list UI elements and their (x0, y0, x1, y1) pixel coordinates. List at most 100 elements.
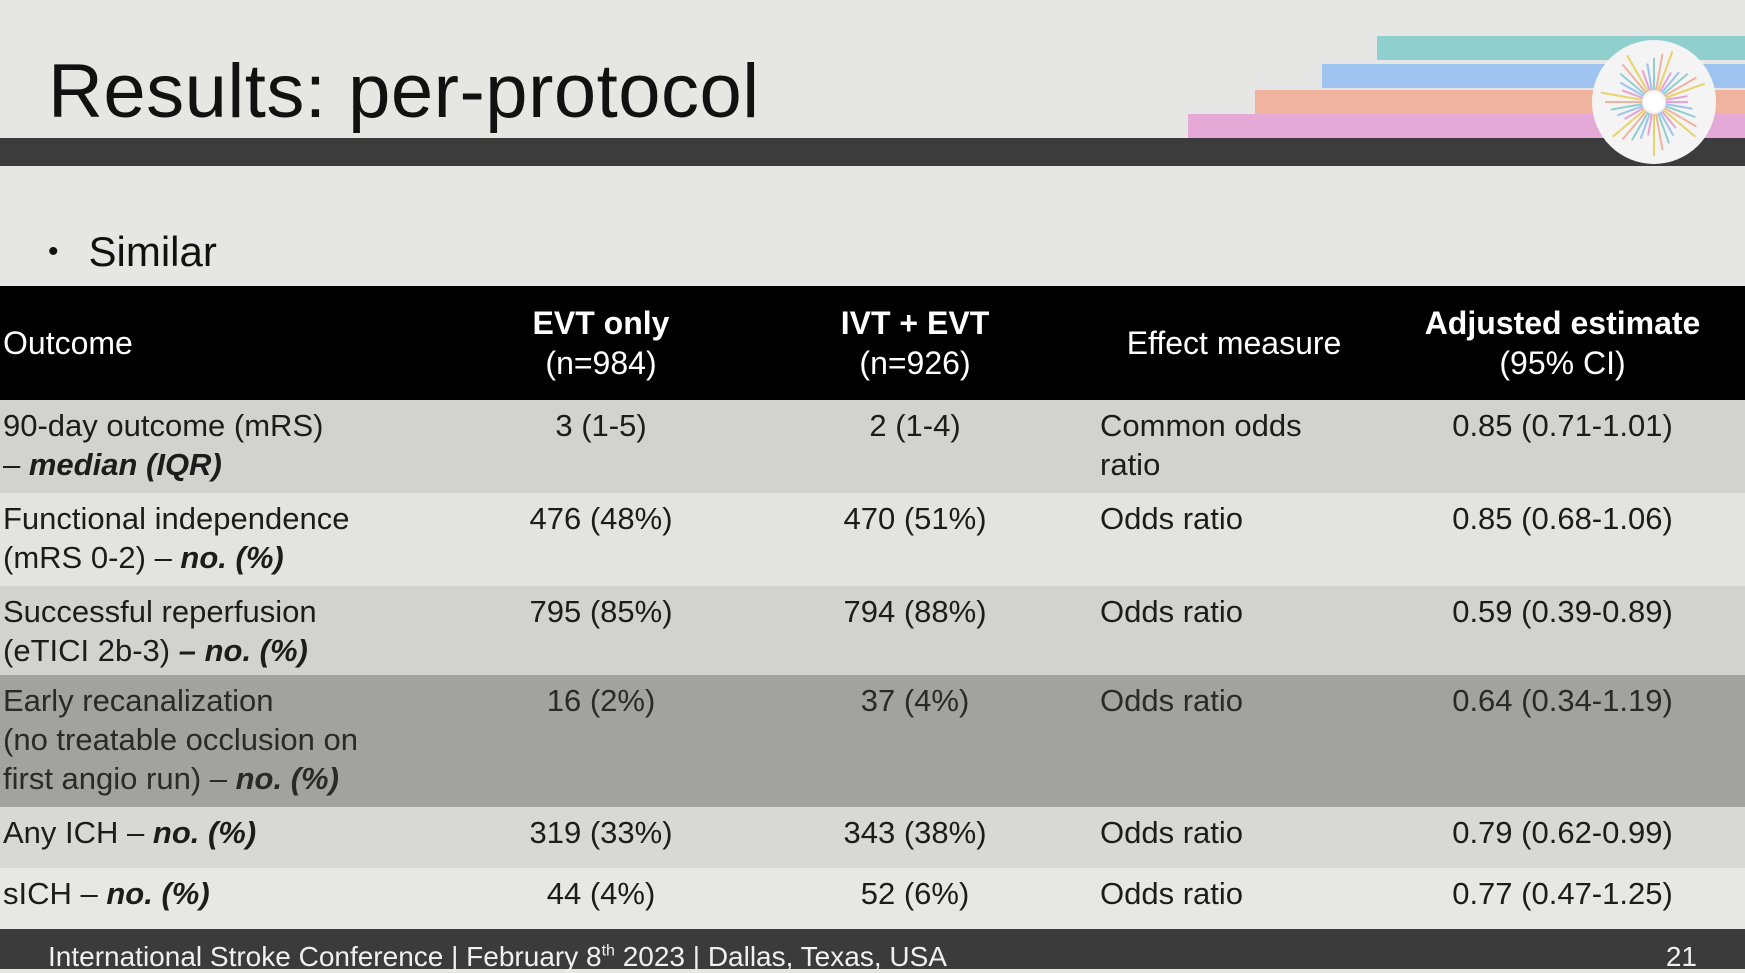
table-row: 90-day outcome (mRS) – median (IQR) 3 (1-5… (0, 400, 1745, 493)
logo-ray (1619, 72, 1646, 96)
outcome-text: first angio run) – (3, 761, 236, 796)
radial-burst-logo-icon (1592, 40, 1716, 164)
header-evt-only: EVT only (n=984) (460, 286, 742, 400)
effect-text: Odds ratio (1100, 815, 1244, 850)
logo-ray (1663, 76, 1697, 97)
bullet-point: • Similar (48, 228, 217, 276)
cell-adjusted-estimate: 0.85 (0.68-1.06) (1452, 501, 1673, 536)
cell-evt-only: 16 (2%) (546, 683, 656, 718)
logo-ray (1665, 95, 1688, 101)
footer-bar: International Stroke Conference | Februa… (0, 929, 1745, 972)
logo-ray (1655, 113, 1664, 151)
cell-adjusted-estimate: 0.85 (0.71-1.01) (1452, 408, 1673, 443)
footer-superscript: th (601, 942, 615, 960)
cell-effect-measure: Odds ratio (1088, 675, 1380, 807)
slide-title: Results: per-protocol (48, 49, 760, 134)
logo-ray (1641, 69, 1651, 92)
header-ivt-evt-label: IVT + EVT (840, 305, 990, 341)
logo-ray (1626, 54, 1649, 93)
effect-text: Odds ratio (1100, 683, 1244, 718)
cell-outcome: Successful reperfusion (eTICI 2b-3) – no.… (0, 586, 460, 675)
header-ivt-evt-n: (n=926) (859, 345, 971, 381)
cell-ivt-evt: 52 (6%) (860, 876, 970, 911)
logo-ray (1665, 103, 1693, 110)
cell-outcome: Early recanalization (no treatable occlus… (0, 675, 460, 807)
outcome-text: Successful reperfusion (3, 594, 317, 629)
cell-effect-measure: Odds ratio (1088, 586, 1380, 675)
cell-outcome: sICH – no. (%) (0, 868, 460, 929)
cell-evt-only: 319 (33%) (529, 815, 673, 850)
logo-ray (1660, 71, 1680, 94)
cell-evt-only: 3 (1-5) (555, 408, 647, 443)
cell-ivt-evt: 37 (4%) (860, 683, 970, 718)
logo-ray (1664, 105, 1696, 118)
logo-ray (1621, 110, 1648, 141)
logo-ray (1631, 111, 1649, 141)
results-table: Outcome EVT only (n=984) IVT + EVT (n=92… (0, 286, 1745, 929)
cell-effect-measure: Odds ratio (1088, 868, 1380, 929)
table-row: Early recanalization (no treatable occlus… (0, 675, 1745, 807)
outcome-text: Any ICH – (3, 815, 153, 850)
logo-ray (1610, 103, 1643, 111)
cell-adjusted-estimate: 0.59 (0.39-0.89) (1452, 594, 1673, 629)
logo-ray (1662, 108, 1697, 138)
cell-adjusted-estimate: 0.64 (0.34-1.19) (1452, 683, 1673, 718)
outcome-unit: no. (%) (180, 540, 284, 575)
outcome-text: (mRS 0-2) – (3, 540, 181, 575)
logo-ray (1639, 112, 1651, 139)
cell-effect-measure: Odds ratio (1088, 493, 1380, 586)
header-ivt-evt: IVT + EVT (n=926) (742, 286, 1088, 400)
cell-ivt-evt: 2 (1-4) (869, 408, 961, 443)
footer-text-after: 2023 | Dallas, Texas, USA (614, 941, 947, 972)
outcome-unit: no. (%) (152, 815, 257, 850)
header-adjusted-ci: (95% CI) (1499, 345, 1626, 381)
cell-outcome: Functional independence (mRS 0-2) – no. (… (0, 493, 460, 586)
cell-ivt-evt: 470 (51%) (843, 501, 987, 536)
logo-ray (1655, 53, 1664, 91)
header-divider-bar (0, 138, 1745, 166)
footer-text-before: International Stroke Conference | Februa… (48, 941, 602, 972)
effect-text: Odds ratio (1100, 501, 1244, 536)
header-evt-only-n: (n=984) (545, 345, 657, 381)
cell-adjusted-estimate: 0.79 (0.62-0.99) (1452, 815, 1673, 850)
outcome-unit: no. (%) (235, 761, 339, 796)
logo-ray (1659, 72, 1672, 93)
logo-ray (1646, 63, 1653, 91)
effect-text: Odds ratio (1100, 594, 1244, 629)
outcome-unit: median (IQR) (28, 447, 222, 482)
logo-center (1644, 92, 1664, 112)
logo-ray (1619, 81, 1645, 97)
logo-ray (1600, 91, 1643, 101)
cell-outcome: 90-day outcome (mRS) – median (IQR) (0, 400, 460, 493)
logo-ray (1657, 50, 1674, 92)
effect-text: Common odds (1100, 408, 1302, 443)
table-row: Successful reperfusion (eTICI 2b-3) – no.… (0, 586, 1745, 675)
logo-ray (1647, 113, 1653, 136)
cell-adjusted-estimate: 0.77 (0.47-1.25) (1452, 876, 1673, 911)
cell-evt-only: 795 (85%) (529, 594, 673, 629)
logo-ray (1663, 107, 1697, 128)
table-header-row: Outcome EVT only (n=984) IVT + EVT (n=92… (0, 286, 1745, 400)
outcome-text: Functional independence (3, 501, 350, 536)
header-adjusted-label: Adjusted estimate (1424, 305, 1701, 341)
outcome-text: (no treatable occlusion on (3, 722, 359, 757)
cell-outcome: Any ICH – no. (%) (0, 807, 460, 868)
header-adjusted-estimate: Adjusted estimate (95% CI) (1380, 286, 1745, 400)
logo-ray (1621, 89, 1644, 99)
effect-text: ratio (1100, 447, 1161, 482)
cell-evt-only: 44 (4%) (546, 876, 656, 911)
cell-evt-only: 476 (48%) (529, 501, 673, 536)
table-row: Functional independence (mRS 0-2) – no. (… (0, 493, 1745, 586)
table-row: Any ICH – no. (%) 319 (33%) 343 (38%) Odds … (0, 807, 1745, 868)
cell-effect-measure: Odds ratio (1088, 807, 1380, 868)
logo-ray (1617, 105, 1644, 117)
page-number: 21 (1665, 941, 1697, 972)
logo-ray (1659, 111, 1675, 137)
header-outcome: Outcome (0, 286, 460, 400)
outcome-text: (eTICI 2b-3) (3, 633, 179, 668)
footer-text: International Stroke Conference | Februa… (48, 941, 947, 973)
logo-ray (1621, 63, 1648, 94)
outcome-text: sICH – (3, 876, 107, 911)
header-evt-only-label: EVT only (532, 305, 670, 341)
logo-ray (1664, 82, 1706, 99)
